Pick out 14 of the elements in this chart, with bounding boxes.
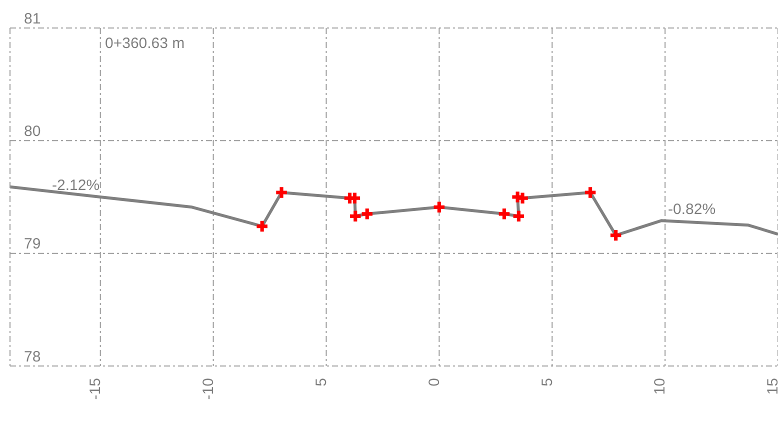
y-tick-label: 81 bbox=[24, 10, 41, 28]
x-tick-label: -15 bbox=[87, 378, 104, 400]
x-tick-label: 5 bbox=[312, 378, 330, 386]
x-tick-label: -10 bbox=[200, 378, 217, 400]
x-tick-label: 0 bbox=[426, 378, 443, 386]
x-tick-label: 10 bbox=[652, 378, 669, 395]
x-tick-label: 15 bbox=[764, 378, 778, 395]
x-tick-label: 5 bbox=[538, 378, 556, 386]
annotation: -0.82% bbox=[668, 201, 716, 218]
y-tick-label: 80 bbox=[24, 122, 41, 140]
y-tick-label: 78 bbox=[24, 348, 41, 366]
y-tick-label: 79 bbox=[24, 236, 41, 253]
annotation: -2.12% bbox=[52, 177, 100, 194]
annotation: 0+360.63 m bbox=[105, 35, 185, 52]
